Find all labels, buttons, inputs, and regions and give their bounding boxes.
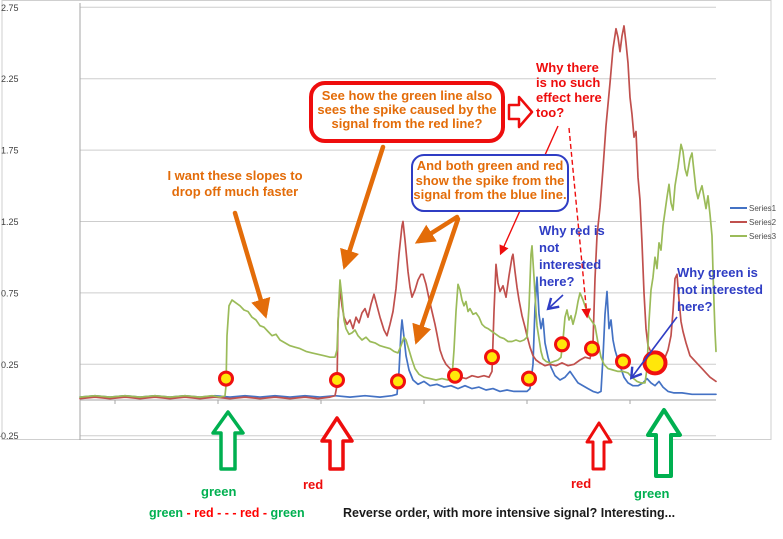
blue-callout-box[interactable]: And both green and red show the spike fr… — [411, 154, 569, 212]
why-red-line: Why red is — [539, 223, 605, 238]
red-callout-line: signal from the red line? — [331, 116, 483, 131]
axes — [79, 3, 716, 440]
y-axis-tick-label: 2.75 — [1, 3, 19, 13]
red-up-arrow-2-icon[interactable] — [585, 421, 613, 471]
legend-label: Series2 — [749, 217, 777, 227]
why-green-line: here? — [677, 299, 713, 314]
red-signal-label-1: red — [303, 477, 324, 492]
y-axis-tick-label: 2.25 — [1, 74, 19, 84]
chart-legend: Series1 Series2 Series3 — [730, 201, 776, 243]
why-green-note[interactable]: Why green is not interested here? — [677, 264, 763, 315]
event-marker[interactable] — [218, 370, 234, 387]
y-axis-tick-label: 0.25 — [1, 360, 19, 370]
legend-item-series2[interactable]: Series2 — [730, 215, 776, 229]
slopes-note-line: I want these slopes to — [167, 168, 303, 183]
event-markers[interactable] — [218, 336, 668, 390]
red-signal-label-2: red — [571, 476, 592, 491]
blue-arrow-why-red-icon[interactable] — [546, 294, 564, 311]
legend-label: Series1 — [749, 203, 777, 213]
red-callout-box[interactable]: See how the green line also sees the spi… — [309, 81, 505, 143]
blue-callout-line: And both green and red — [416, 158, 564, 173]
why-red-line: not — [539, 240, 560, 255]
event-marker-big[interactable] — [642, 350, 668, 376]
event-marker[interactable] — [554, 336, 570, 353]
why-red-line: here? — [539, 274, 575, 289]
orange-arrow-slopes-icon[interactable] — [232, 210, 271, 319]
orange-arrow-blue-box-lower-icon[interactable] — [412, 216, 461, 345]
event-marker[interactable] — [329, 372, 345, 389]
why-there-line: is no such — [536, 75, 601, 90]
why-green-line: Why green is — [677, 265, 758, 280]
blue-arrow-why-green-icon[interactable] — [629, 316, 678, 380]
slopes-note-line: drop off much faster — [171, 184, 299, 199]
signal-arrows — [211, 95, 682, 478]
why-red-note[interactable]: Why red is not interested here? — [539, 222, 605, 290]
chart-area-border — [1, 0, 772, 440]
sequence-green-2: green — [270, 506, 305, 520]
y-axis-tick-label: 1.75 — [1, 146, 19, 156]
why-red-line: interested — [539, 257, 602, 272]
legend-item-series3[interactable]: Series3 — [730, 229, 776, 243]
sequence-reds: - red - - - red - — [183, 506, 271, 520]
series-line-series3[interactable] — [79, 143, 717, 398]
blue-callout-line: show the spike from the — [415, 172, 565, 188]
event-marker[interactable] — [615, 353, 631, 370]
green-signal-label-2: green — [634, 486, 670, 501]
why-there-note[interactable]: Why there is no such effect here too? — [536, 60, 602, 120]
orange-arrow-blue-box-upper-icon[interactable] — [414, 214, 460, 244]
series-line-series1[interactable] — [79, 276, 717, 398]
why-green-line: not interested — [677, 282, 763, 297]
red-up-arrow-1-icon[interactable] — [320, 416, 354, 471]
slopes-note[interactable]: I want these slopes to drop off much fas… — [145, 168, 325, 200]
why-there-line: effect here — [536, 90, 602, 105]
red-block-arrow-right-icon[interactable] — [507, 95, 534, 129]
series1-swatch-icon — [730, 207, 747, 209]
event-marker[interactable] — [447, 367, 463, 384]
annotation-arrows — [232, 125, 678, 380]
series3-swatch-icon — [730, 235, 747, 237]
series2-swatch-icon — [730, 221, 747, 223]
why-there-line: Why there — [536, 60, 599, 75]
series-line-series2[interactable] — [79, 25, 717, 400]
blue-callout-line: signal from the blue line. — [413, 187, 567, 202]
event-marker[interactable] — [484, 349, 500, 366]
red-callout-line: sees the spike caused by the — [317, 102, 497, 117]
y-axis-labels: 2.75 2.25 1.75 1.25 0.75 0.25 -0.25 — [0, 3, 19, 441]
legend-item-series1[interactable]: Series1 — [730, 201, 776, 215]
y-axis-tick-label: 0.75 — [1, 288, 19, 298]
data-series[interactable] — [79, 25, 717, 400]
legend-label: Series3 — [749, 231, 777, 241]
y-axis-tick-label: 1.25 — [1, 217, 19, 227]
signal-sequence-text: green - red - - - red - green — [149, 506, 305, 520]
event-marker[interactable] — [521, 370, 537, 387]
sequence-green-1: green — [149, 506, 184, 520]
event-marker[interactable] — [390, 373, 406, 390]
y-axis-tick-label: -0.25 — [0, 431, 19, 441]
comment-text: Reverse order, with more intensive signa… — [343, 506, 676, 520]
green-up-arrow-1-icon[interactable] — [211, 410, 245, 471]
orange-arrow-red-box-icon[interactable] — [340, 144, 386, 270]
why-there-line: too? — [536, 105, 565, 120]
green-up-arrow-2-icon[interactable] — [646, 408, 682, 478]
green-signal-label-1: green — [201, 484, 237, 499]
red-callout-line: See how the green line also — [321, 88, 493, 103]
event-marker[interactable] — [584, 340, 600, 357]
